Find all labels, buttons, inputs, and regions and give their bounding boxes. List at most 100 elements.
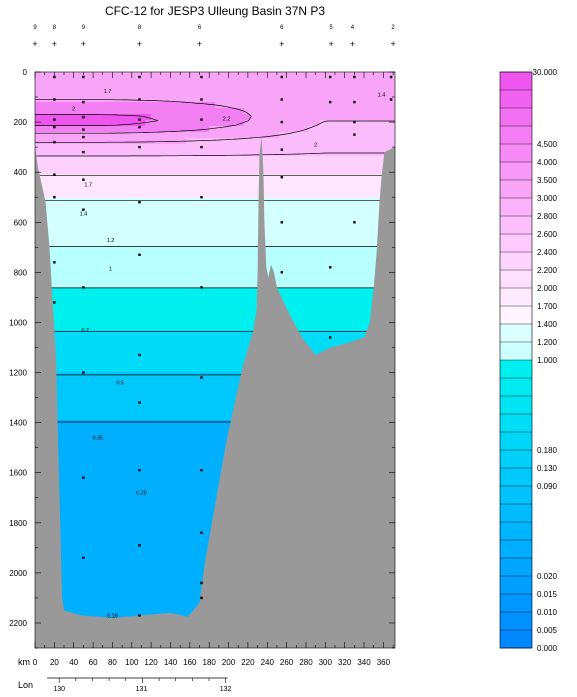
field-cell — [180, 402, 187, 409]
field-cell — [180, 324, 187, 331]
field-cell — [255, 138, 263, 145]
field-cell — [116, 348, 123, 355]
field-cell — [325, 132, 332, 139]
field-cell — [365, 240, 373, 247]
field-cell — [87, 384, 94, 391]
field-cell — [389, 78, 395, 85]
field-cell — [284, 90, 292, 97]
field-cell — [133, 420, 141, 427]
field-cell — [64, 126, 71, 133]
field-cell — [215, 354, 222, 361]
field-cell — [180, 546, 187, 553]
field-cell — [197, 138, 204, 145]
field-cell — [203, 168, 210, 175]
field-cell — [145, 138, 152, 145]
field-cell — [58, 312, 65, 319]
field-cell — [209, 246, 216, 253]
field-cell — [296, 78, 303, 85]
field-cell — [122, 204, 129, 211]
field-cell — [319, 336, 326, 343]
field-cell — [185, 444, 193, 451]
field-cell — [104, 222, 112, 229]
field-cell — [336, 90, 344, 97]
field-cell — [307, 240, 315, 247]
field-cell — [238, 366, 245, 373]
field-cell — [348, 294, 355, 301]
field-cell — [180, 360, 187, 367]
field-cell — [336, 180, 344, 187]
field-cell — [127, 156, 135, 163]
field-cell — [139, 252, 146, 259]
field-cell — [185, 372, 193, 379]
field-cell — [191, 474, 199, 481]
field-cell — [81, 228, 88, 235]
field-cell — [116, 186, 123, 193]
field-cell — [209, 366, 216, 373]
field-cell — [58, 276, 65, 283]
field-cell — [139, 120, 146, 127]
field-cell — [156, 246, 164, 253]
field-cell — [325, 258, 332, 265]
field-cell — [151, 288, 158, 295]
field-cell — [104, 366, 112, 373]
field-cell — [389, 102, 395, 109]
field-cell — [342, 222, 350, 229]
field-cell — [185, 264, 193, 271]
field-cell — [197, 180, 204, 187]
field-cell — [244, 132, 251, 139]
field-cell — [244, 282, 251, 289]
field-cell — [278, 144, 286, 151]
field-cell — [191, 114, 199, 121]
field-cell — [168, 216, 175, 223]
field-cell — [93, 144, 100, 151]
field-cell — [325, 312, 332, 319]
field-cell — [278, 186, 286, 193]
field-cell — [307, 72, 315, 79]
field-cell — [215, 312, 222, 319]
field-cell — [93, 330, 100, 337]
field-cell — [307, 252, 315, 259]
field-cell — [93, 342, 100, 349]
field-cell — [226, 414, 234, 421]
field-cell — [209, 132, 216, 139]
field-cell — [151, 120, 158, 127]
field-cell — [348, 132, 355, 139]
field-cell — [93, 78, 100, 85]
field-cell — [180, 186, 187, 193]
field-cell — [290, 276, 297, 283]
field-cell — [93, 492, 100, 499]
field-cell — [267, 156, 274, 163]
field-cell — [180, 378, 187, 385]
field-cell — [220, 210, 228, 217]
field-cell — [104, 138, 112, 145]
field-cell — [238, 180, 245, 187]
field-cell — [365, 138, 373, 145]
field-cell — [87, 486, 94, 493]
field-cell — [162, 132, 170, 139]
field-cell — [197, 234, 204, 241]
field-cell — [110, 90, 117, 97]
field-cell — [215, 138, 222, 145]
field-cell — [249, 126, 257, 133]
field-cell — [58, 288, 65, 295]
field-cell — [122, 336, 129, 343]
field-cell — [81, 240, 88, 247]
field-cell — [174, 486, 181, 493]
field-cell — [383, 102, 390, 109]
field-cell — [342, 336, 350, 343]
field-cell — [168, 108, 175, 115]
field-cell — [174, 288, 181, 295]
field-cell — [267, 108, 274, 115]
field-cell — [336, 186, 344, 193]
field-cell — [232, 228, 239, 235]
field-cell — [75, 450, 83, 457]
field-cell — [209, 516, 216, 523]
field-cell — [58, 120, 65, 127]
field-cell — [93, 90, 100, 97]
field-cell — [110, 252, 117, 259]
field-cell — [116, 456, 123, 463]
field-cell — [325, 288, 332, 295]
field-cell — [145, 168, 152, 175]
field-cell — [81, 492, 88, 499]
field-cell — [209, 486, 216, 493]
